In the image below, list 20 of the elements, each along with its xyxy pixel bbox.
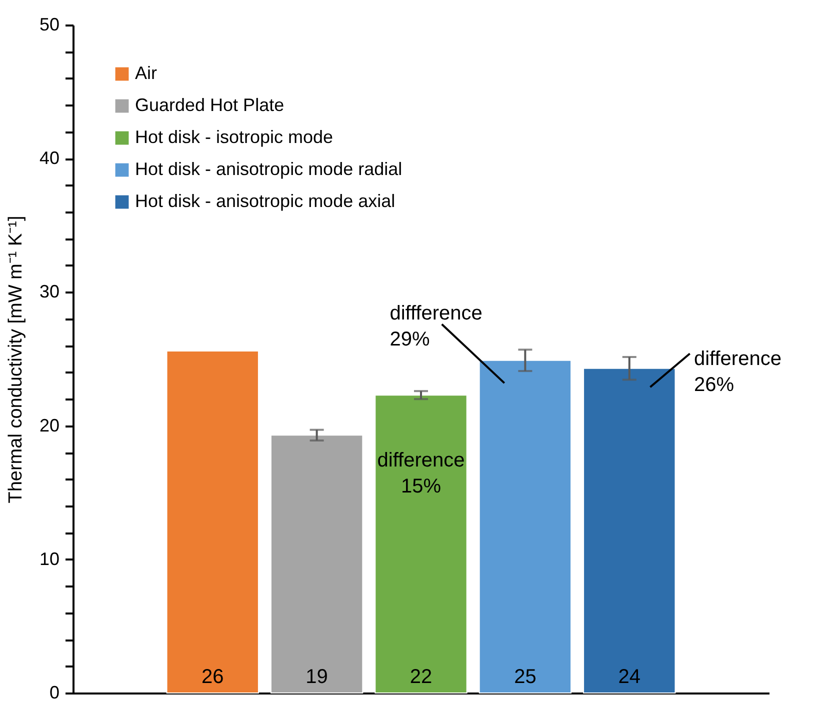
data-label: 25 (514, 666, 536, 688)
legend-label: Guarded Hot Plate (135, 95, 284, 115)
annotation: difference 26% (694, 348, 782, 396)
annotation: diffference 29% (390, 302, 482, 351)
y-tick-label: 40 (39, 148, 60, 168)
legend-label: Air (135, 63, 158, 83)
annotation: difference 15% (377, 450, 465, 498)
data-label: 22 (410, 666, 432, 688)
data-label: 26 (201, 666, 224, 688)
y-tick-label: 10 (39, 548, 60, 569)
legend-label: Hot disk - isotropic mode (135, 127, 334, 147)
y-axis-title: Thermal conductivity [mW m⁻¹ K⁻¹] (5, 216, 26, 504)
data-label: 19 (306, 666, 328, 688)
y-tick-label: 50 (39, 14, 60, 34)
y-tick-label: 20 (39, 415, 60, 436)
legend-label: Hot disk - anisotropic mode axial (135, 191, 396, 211)
y-tick-label: 30 (39, 282, 60, 302)
legend-label: Hot disk - anisotropic mode radial (135, 159, 402, 179)
data-label: 24 (618, 666, 641, 688)
y-tick-label: 0 (49, 682, 60, 702)
